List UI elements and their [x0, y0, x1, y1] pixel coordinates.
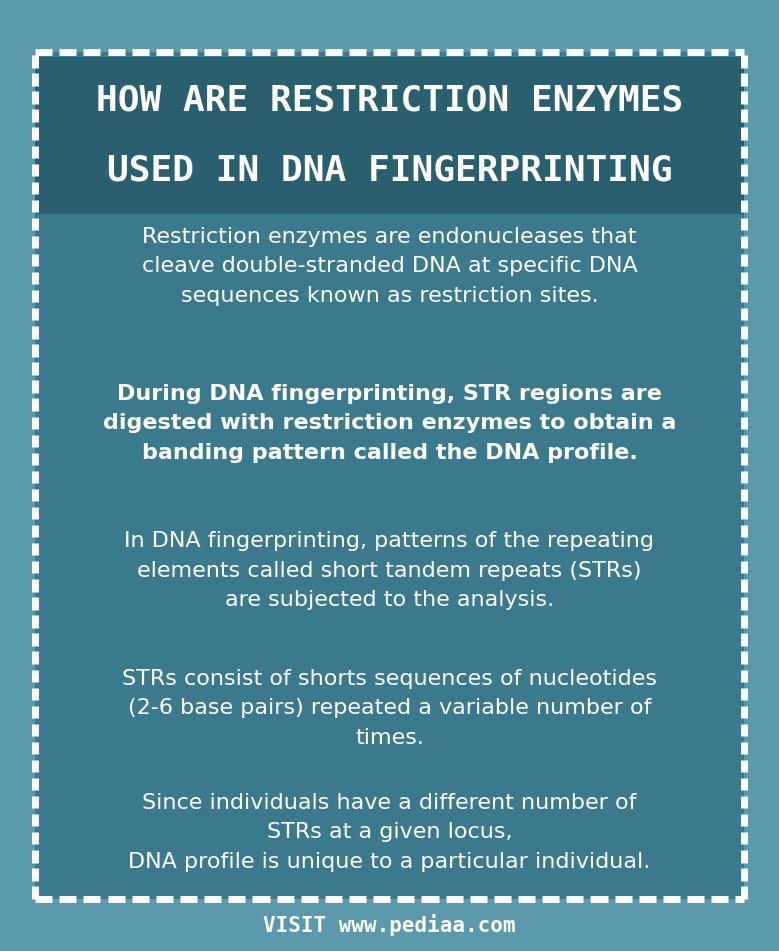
- Text: Restriction enzymes are endonucleases that
cleave double-stranded DNA at specifi: Restriction enzymes are endonucleases th…: [142, 226, 637, 306]
- FancyBboxPatch shape: [35, 52, 744, 899]
- Text: In DNA fingerprinting, patterns of the repeating
elements called short tandem re: In DNA fingerprinting, patterns of the r…: [125, 531, 654, 611]
- Text: USED IN DNA FINGERPRINTING: USED IN DNA FINGERPRINTING: [107, 153, 672, 187]
- FancyBboxPatch shape: [35, 57, 744, 214]
- Text: STRs consist of shorts sequences of nucleotides
(2-6 base pairs) repeated a vari: STRs consist of shorts sequences of nucl…: [122, 669, 657, 748]
- Text: VISIT www.pediaa.com: VISIT www.pediaa.com: [263, 914, 516, 936]
- Text: During DNA fingerprinting, STR regions are
digested with restriction enzymes to : During DNA fingerprinting, STR regions a…: [103, 383, 676, 463]
- Text: Since individuals have a different number of
STRs at a given locus,
DNA profile : Since individuals have a different numbe…: [129, 792, 650, 872]
- Text: HOW ARE RESTRICTION ENZYMES: HOW ARE RESTRICTION ENZYMES: [96, 84, 683, 118]
